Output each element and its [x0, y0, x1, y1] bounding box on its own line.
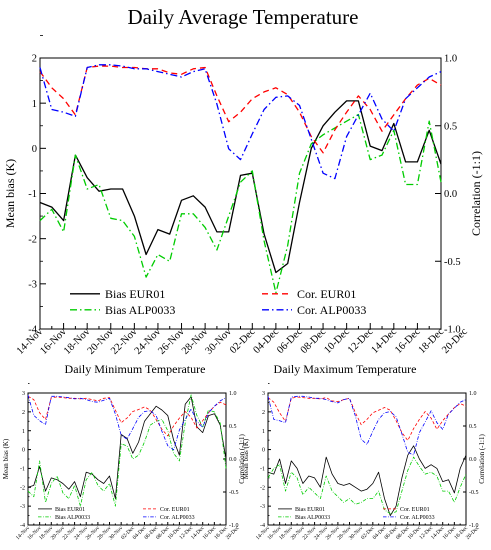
y-right-tick-label: -0.5	[444, 257, 461, 268]
y-tick-label: 1	[262, 429, 265, 435]
series-line-cor-alp0033	[267, 395, 467, 456]
y-tick-label: -4	[28, 325, 37, 336]
x-tick-label: 06-Dec	[275, 326, 305, 356]
y-right-tick-label: -0.5	[229, 490, 239, 496]
series-line-bias-eur01	[267, 445, 467, 516]
y-right-axis-label: Correlation (-1:1)	[238, 434, 246, 484]
y-tick-label: -2	[20, 485, 25, 491]
y-tick-label: 2	[262, 410, 265, 416]
y-axis-label: Mean bias (K)	[242, 438, 250, 479]
maximum-temperature-panel: -4-3-2-10123-1.0-0.50.00.51.014-Nov16-No…	[242, 383, 486, 541]
x-tick-label: 08-Dec	[299, 326, 329, 356]
x-tick-label: 16-Dec	[393, 326, 423, 356]
series-line-bias-alp0033	[267, 456, 467, 515]
y-tick-label: -3	[260, 504, 265, 510]
y-tick-label: -2	[260, 485, 265, 491]
series-line-bias-alp0033	[39, 113, 442, 294]
legend-label: Cor. ALP0033	[400, 515, 435, 521]
x-tick-label: 20-Dec	[225, 525, 241, 541]
y-tick-label: -1	[260, 467, 265, 473]
y-tick-label: -4	[260, 523, 265, 529]
legend-label: Bias EUR01	[55, 507, 85, 513]
series-line-cor-eur01	[39, 65, 442, 154]
y-right-tick-label: -0.5	[469, 490, 479, 496]
main-chart-panel: -4-3-2-1012-1.0-0.50.00.51.014-Nov16-Nov…	[3, 35, 483, 357]
y-right-tick-label: -1.0	[444, 325, 461, 336]
y-right-tick-label: 0.5	[469, 424, 477, 430]
legend-label: Cor. EUR01	[297, 287, 356, 301]
y-right-axis-label: Correlation (-1:1)	[469, 151, 483, 236]
y-tick-label: -1	[28, 189, 37, 200]
x-tick-label: 20-Dec	[465, 525, 481, 541]
series-line-bias-alp0033	[27, 394, 227, 507]
legend-label: Bias ALP0033	[105, 303, 175, 317]
y-right-tick-label: 1.0	[469, 391, 477, 397]
y-right-tick-label: 0.0	[444, 189, 457, 200]
x-tick-label: 18-Dec	[417, 326, 447, 356]
y-tick-label: 3	[22, 391, 25, 397]
legend-label: Cor. ALP0033	[160, 515, 195, 521]
y-axis-label: Mean bias (K)	[3, 159, 17, 228]
y-tick-label: 0	[32, 144, 37, 155]
x-tick-label: 30-Nov	[204, 326, 235, 357]
y-tick-label: 2	[22, 410, 25, 416]
y-tick-label: -2	[28, 234, 37, 245]
y-tick-label: 0	[262, 448, 265, 454]
series-line-cor-alp0033	[39, 64, 442, 180]
y-tick-label: -1	[20, 467, 25, 473]
figure-title: Daily Average Temperature	[128, 5, 359, 29]
x-tick-label: 10-Dec	[322, 326, 352, 356]
y-right-tick-label: 1.0	[229, 391, 237, 397]
series-line-bias-eur01	[39, 100, 442, 274]
y-tick-label: 2	[32, 54, 37, 65]
y-tick-label: 1	[22, 429, 25, 435]
minimum-temperature-panel: -4-3-2-10123-1.0-0.50.00.51.014-Nov16-No…	[2, 383, 246, 541]
legend-label: Bias ALP0033	[295, 515, 330, 521]
y-tick-label: -3	[28, 280, 37, 291]
x-tick-label: 02-Dec	[228, 326, 258, 356]
legend-label: Bias EUR01	[295, 507, 325, 513]
y-tick-label: -3	[20, 504, 25, 510]
legend-label: Bias ALP0033	[55, 515, 90, 521]
x-tick-label: 04-Dec	[252, 326, 282, 356]
plot-frame	[39, 57, 442, 330]
series-line-cor-eur01	[267, 396, 467, 441]
legend-label: Cor. EUR01	[160, 507, 190, 513]
plot-frame	[267, 392, 467, 526]
x-tick-label: 12-Dec	[346, 326, 376, 356]
subtitle-max: Daily Maximum Temperature	[274, 362, 417, 376]
y-right-tick-label: -1.0	[229, 523, 239, 529]
y-tick-label: -4	[20, 523, 25, 529]
y-right-tick-label: -1.0	[469, 523, 479, 529]
y-tick-label: 1	[32, 99, 37, 110]
y-right-tick-label: 0.5	[444, 121, 457, 132]
subtitle-min: Daily Minimum Temperature	[65, 362, 206, 376]
plot-frame	[27, 392, 227, 526]
legend-label: Cor. EUR01	[400, 507, 430, 513]
series-line-bias-eur01	[27, 396, 227, 500]
y-tick-label: 0	[22, 448, 25, 454]
y-right-tick-label: 1.0	[444, 54, 457, 65]
legend-label: Bias EUR01	[105, 287, 165, 301]
series-line-cor-alp0033	[27, 394, 227, 451]
y-tick-label: 3	[262, 391, 265, 397]
y-right-axis-label: Correlation (-1:1)	[478, 434, 486, 484]
y-axis-label: Mean bias (K)	[2, 438, 10, 479]
x-tick-label: 14-Dec	[369, 326, 399, 356]
y-right-tick-label: 0.0	[229, 457, 237, 463]
legend-label: Cor. ALP0033	[297, 303, 366, 317]
y-right-tick-label: 0.5	[229, 424, 237, 430]
series-line-cor-eur01	[27, 395, 227, 437]
y-right-tick-label: 0.0	[469, 457, 477, 463]
